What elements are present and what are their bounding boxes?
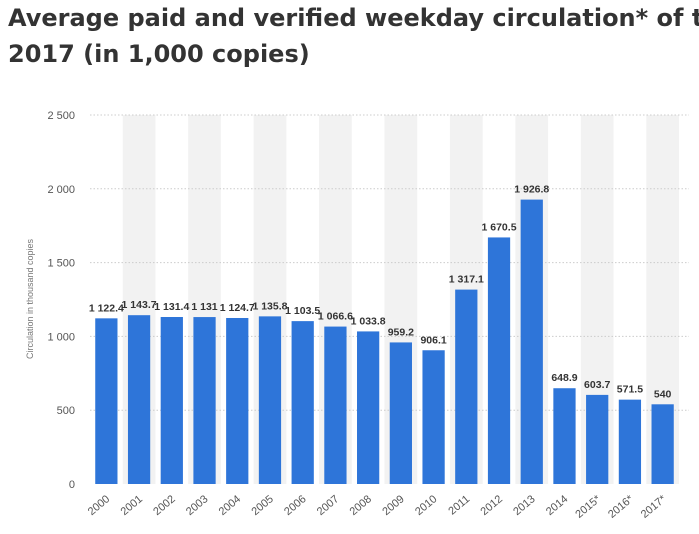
y-tick-label: 2 000 bbox=[47, 184, 75, 196]
x-axis-ticks: 2000 2001 2002 2003 2004 2005 2006 2007 2008 2009… bbox=[86, 493, 669, 521]
data-label: 1 122.4 bbox=[89, 302, 124, 314]
chart-title-line-2: 2017 (in 1,000 copies) bbox=[8, 40, 310, 68]
bar bbox=[95, 318, 118, 484]
chart-title-line-1: Average paid and verified weekday circul… bbox=[8, 4, 699, 32]
bar bbox=[258, 316, 282, 484]
bar bbox=[291, 321, 314, 484]
bar bbox=[422, 350, 445, 484]
x-tick-label: 2017* bbox=[639, 493, 669, 521]
y-tick-label: 500 bbox=[57, 405, 75, 417]
bar bbox=[455, 289, 478, 484]
x-tick-label: 2001 bbox=[119, 493, 145, 518]
y-tick-label: 1 000 bbox=[47, 331, 75, 343]
bar bbox=[193, 317, 216, 484]
x-tick-label: 2012 bbox=[478, 493, 504, 518]
y-tick-label: 0 bbox=[69, 479, 75, 491]
bar bbox=[618, 399, 642, 484]
data-label: 1 143.7 bbox=[122, 299, 157, 311]
x-tick-label: 2016* bbox=[606, 493, 636, 521]
bar bbox=[586, 394, 609, 484]
x-tick-label: 2000 bbox=[86, 493, 112, 518]
x-tick-label: 2010 bbox=[413, 493, 439, 518]
x-tick-label: 2005 bbox=[249, 493, 275, 518]
data-label: 1 033.8 bbox=[351, 315, 386, 327]
data-label: 540 bbox=[654, 388, 672, 400]
x-tick-label: 2013 bbox=[511, 493, 537, 518]
bar bbox=[651, 404, 674, 484]
x-tick-label: 2003 bbox=[184, 493, 210, 518]
data-label: 1 103.5 bbox=[285, 305, 320, 317]
data-label: 1 317.1 bbox=[449, 274, 484, 286]
bar bbox=[226, 317, 249, 484]
bar bbox=[520, 199, 543, 485]
y-axis-label: Circulation in thousand copies bbox=[25, 238, 35, 359]
x-tick-label: 2009 bbox=[380, 493, 406, 518]
data-label: 1 124.7 bbox=[220, 302, 255, 314]
y-tick-label: 1 500 bbox=[47, 258, 75, 270]
data-label: 1 131.4 bbox=[154, 301, 189, 313]
x-tick-label: 2008 bbox=[348, 493, 374, 518]
bar bbox=[160, 317, 183, 484]
x-tick-label: 2007 bbox=[315, 493, 341, 518]
data-label: 906.1 bbox=[420, 334, 446, 346]
bar bbox=[357, 331, 380, 484]
x-tick-label: 2006 bbox=[282, 493, 308, 518]
x-tick-label: 2015* bbox=[573, 493, 603, 521]
data-label: 1 135.8 bbox=[252, 300, 287, 312]
chart-title: Average paid and verified weekday circul… bbox=[8, 0, 699, 72]
x-tick-label: 2002 bbox=[151, 493, 177, 518]
data-label: 959.2 bbox=[388, 326, 414, 338]
y-tick-label: 2 500 bbox=[47, 110, 75, 122]
data-label: 1 670.5 bbox=[482, 221, 517, 233]
data-labels: 1 122.41 143.71 131.4 1 131 1 124.71 135.8… bbox=[89, 184, 672, 401]
bars bbox=[95, 199, 674, 485]
x-tick-label: 2004 bbox=[217, 493, 243, 518]
y-axis-ticks: 0 500 1 000 1 500 2 000 2 500 bbox=[47, 110, 75, 491]
data-label: 1 131 bbox=[191, 301, 217, 313]
bar bbox=[553, 388, 576, 484]
data-label: 571.5 bbox=[617, 384, 643, 396]
data-label: 648.9 bbox=[551, 372, 577, 384]
bar bbox=[389, 342, 412, 484]
bar bbox=[127, 315, 151, 484]
data-label: 603.7 bbox=[584, 379, 610, 391]
x-tick-label: 2011 bbox=[446, 493, 472, 517]
bar bbox=[487, 237, 511, 484]
data-label: 1 926.8 bbox=[514, 184, 549, 196]
x-tick-label: 2014 bbox=[544, 493, 570, 518]
data-label: 1 066.6 bbox=[318, 311, 353, 323]
bar bbox=[324, 326, 347, 484]
